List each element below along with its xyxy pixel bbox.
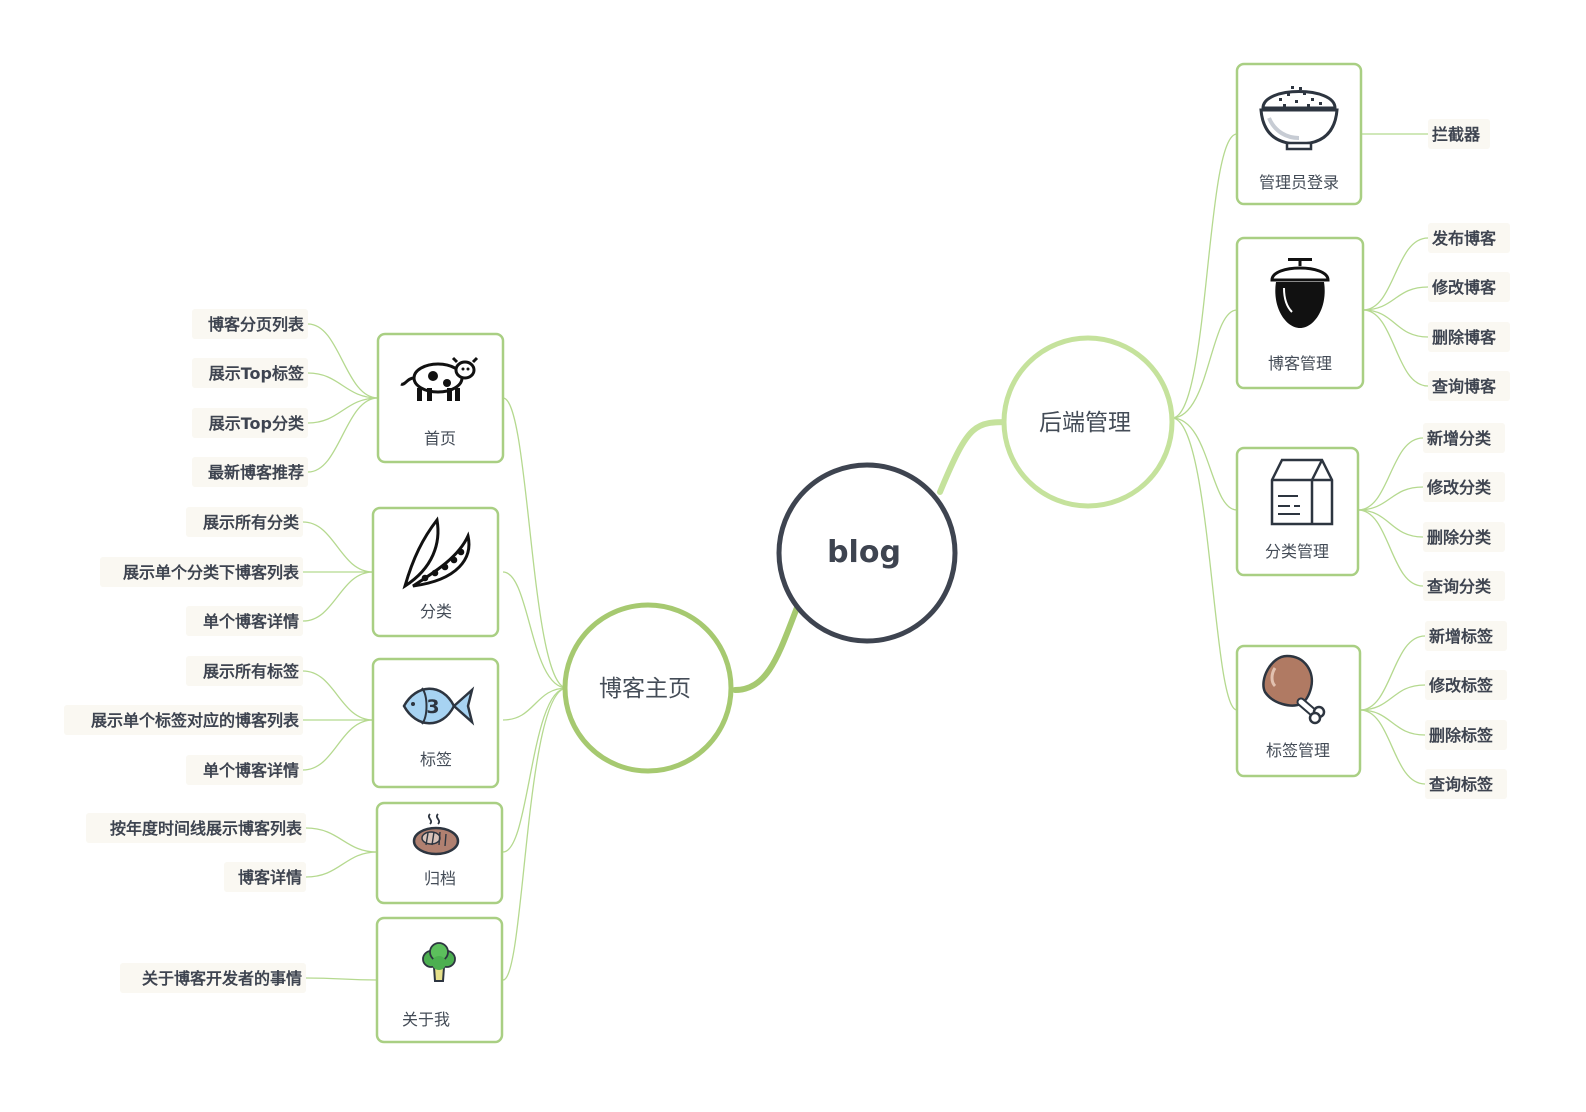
svg-text:展示单个标签对应的博客列表: 展示单个标签对应的博客列表	[91, 711, 300, 730]
card-tag-label: 标签	[420, 750, 452, 769]
card-admin-login[interactable]: 管理员登录	[1235, 62, 1363, 206]
left-main-label: 博客主页	[599, 676, 691, 702]
leaf-item[interactable]: 发布博客	[1428, 223, 1510, 253]
leaf-item[interactable]: 修改博客	[1428, 272, 1510, 302]
card-category[interactable]: 分类	[371, 506, 500, 638]
svg-text:删除博客: 删除博客	[1432, 328, 1497, 347]
svg-text:按年度时间线展示博客列表: 按年度时间线展示博客列表	[110, 819, 303, 838]
svg-text:新增分类: 新增分类	[1427, 429, 1492, 448]
svg-text:拦截器: 拦截器	[1432, 125, 1481, 144]
pea-pod-icon	[402, 516, 471, 590]
leaf-item[interactable]: 查询博客	[1428, 371, 1510, 401]
root-label: blog	[827, 535, 901, 570]
svg-text:展示所有标签: 展示所有标签	[203, 662, 300, 681]
rice-bowl-icon	[1259, 86, 1339, 151]
root-node[interactable]: blog	[776, 462, 958, 644]
leaf-item[interactable]: 修改分类	[1423, 472, 1505, 502]
right-leaf-branches	[1357, 133, 1429, 785]
svg-text:展示Top标签: 展示Top标签	[209, 364, 305, 383]
leaf-item[interactable]: 删除标签	[1425, 720, 1507, 750]
leaf-item[interactable]: 展示单个标签对应的博客列表	[64, 705, 303, 735]
right-main-node[interactable]: 后端管理	[1001, 335, 1175, 509]
svg-text:查询分类: 查询分类	[1427, 577, 1492, 596]
leaf-item[interactable]: 新增标签	[1425, 621, 1507, 651]
svg-text:删除标签: 删除标签	[1429, 726, 1494, 745]
leaf-item[interactable]: 拦截器	[1428, 119, 1490, 149]
svg-text:博客分页列表: 博客分页列表	[208, 315, 305, 334]
broccoli-icon	[422, 942, 456, 982]
svg-text:展示Top分类: 展示Top分类	[209, 414, 305, 433]
card-tag[interactable]: 3 标签	[371, 657, 500, 789]
leaf-item[interactable]: 删除博客	[1428, 322, 1510, 352]
svg-text:展示单个分类下博客列表: 展示单个分类下博客列表	[123, 563, 300, 582]
svg-text:修改博客: 修改博客	[1431, 278, 1497, 297]
card-home[interactable]: 首页	[376, 332, 505, 464]
milk-carton-icon	[1270, 458, 1334, 526]
card-tag-manage[interactable]: 标签管理	[1235, 644, 1362, 778]
leaf-item[interactable]: 查询分类	[1423, 571, 1505, 601]
card-archive-label: 归档	[424, 869, 456, 888]
acorn-icon	[1270, 258, 1330, 328]
leaf-item[interactable]: 修改标签	[1425, 670, 1507, 700]
card-about[interactable]: 关于我	[375, 916, 504, 1044]
card-category-manage-label: 分类管理	[1265, 542, 1329, 561]
card-category-label: 分类	[420, 602, 452, 621]
leaf-item[interactable]: 博客分页列表	[192, 309, 308, 339]
svg-text:修改分类: 修改分类	[1426, 478, 1492, 497]
svg-text:单个博客详情: 单个博客详情	[203, 761, 299, 780]
card-blog-manage[interactable]: 博客管理	[1235, 236, 1365, 390]
leaf-item[interactable]: 展示Top标签	[192, 358, 308, 388]
svg-text:修改标签: 修改标签	[1428, 676, 1494, 695]
leaf-item[interactable]: 删除分类	[1423, 522, 1505, 552]
svg-text:查询博客: 查询博客	[1432, 377, 1497, 396]
left-main-node[interactable]: 博客主页	[562, 602, 734, 774]
svg-text:3: 3	[426, 696, 439, 718]
right-main-branches	[1171, 133, 1238, 711]
svg-text:关于博客开发者的事情: 关于博客开发者的事情	[142, 969, 302, 988]
fish-icon: 3	[402, 686, 475, 726]
chicken-leg-icon	[1262, 654, 1326, 725]
steak-icon	[412, 813, 460, 856]
cow-icon	[400, 356, 479, 401]
leaf-item[interactable]: 展示所有分类	[186, 507, 303, 537]
left-main-branches	[502, 397, 568, 981]
svg-text:最新博客推荐: 最新博客推荐	[208, 463, 304, 482]
leaf-item[interactable]: 单个博客详情	[186, 755, 303, 785]
leaf-item[interactable]: 查询标签	[1425, 769, 1507, 799]
svg-text:查询标签: 查询标签	[1429, 775, 1494, 794]
svg-text:博客详情: 博客详情	[238, 868, 302, 887]
left-leaf-branches	[302, 323, 379, 981]
card-admin-login-label: 管理员登录	[1259, 173, 1339, 192]
leaf-item[interactable]: 博客详情	[224, 862, 306, 892]
card-tag-manage-label: 标签管理	[1266, 741, 1330, 760]
leaf-item[interactable]: 单个博客详情	[186, 606, 303, 636]
card-home-label: 首页	[424, 429, 456, 448]
right-main-label: 后端管理	[1039, 410, 1131, 436]
leaf-item[interactable]: 最新博客推荐	[192, 457, 308, 487]
svg-text:单个博客详情: 单个博客详情	[203, 612, 299, 631]
svg-text:删除分类: 删除分类	[1427, 528, 1492, 547]
svg-text:展示所有分类: 展示所有分类	[203, 513, 300, 532]
svg-text:发布博客: 发布博客	[1431, 229, 1497, 248]
card-category-manage[interactable]: 分类管理	[1235, 446, 1360, 577]
connector-root-left	[732, 597, 803, 693]
svg-text:新增标签: 新增标签	[1429, 627, 1494, 646]
card-about-label: 关于我	[402, 1010, 450, 1029]
leaf-item[interactable]: 关于博客开发者的事情	[120, 963, 306, 993]
leaf-item[interactable]: 按年度时间线展示博客列表	[86, 813, 306, 843]
leaf-item[interactable]: 新增分类	[1423, 423, 1505, 453]
leaf-item[interactable]: 展示所有标签	[186, 656, 303, 686]
card-blog-manage-label: 博客管理	[1268, 354, 1332, 373]
leaf-item[interactable]: 展示单个分类下博客列表	[100, 557, 303, 587]
card-archive[interactable]: 归档	[375, 801, 504, 905]
leaf-item[interactable]: 展示Top分类	[192, 408, 308, 438]
